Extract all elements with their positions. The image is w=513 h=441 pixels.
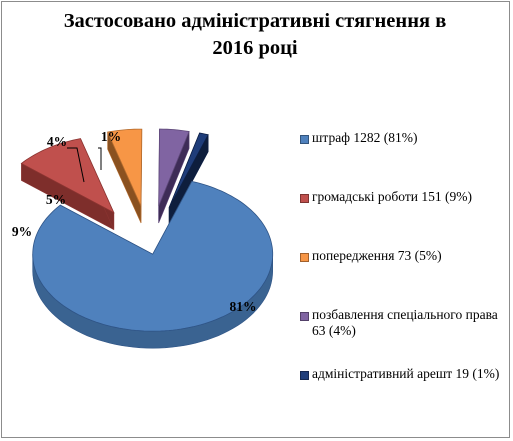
pie-slice-deprivation-of-right-top: [158, 128, 190, 207]
legend-swatch-warning: [300, 253, 309, 262]
slice-labels: 81% 9% 5% 4% 1%: [12, 129, 257, 314]
legend-swatch-administrative-arrest: [300, 371, 309, 380]
legend-label-fine: штраф 1282 (81%): [312, 130, 418, 145]
data-label-warning: 5%: [46, 192, 66, 207]
pie-slice-fine-top: [32, 180, 274, 332]
legend-swatch-community-service: [300, 194, 309, 203]
pie-slices: [20, 128, 274, 349]
pie-slice-community-service-top: [20, 138, 115, 214]
data-label-fine: 81%: [230, 299, 257, 314]
legend-label-deprivation-of-right: позбавлення спеціального права 63 (4%): [312, 307, 498, 338]
leader-line-deprivation-of-right: [67, 147, 85, 183]
pie-slice-community-service: [20, 138, 115, 231]
data-label-administrative-arrest: 1%: [101, 129, 121, 144]
pie-slice-deprivation-of-right: [158, 128, 190, 224]
data-label-deprivation-of-right: 4%: [47, 134, 67, 149]
legend-label-administrative-arrest: адміністративний арешт 19 (1%): [312, 366, 500, 381]
pie-slice-administrative-arrest-top: [168, 132, 209, 208]
leader-line-administrative-arrest: [98, 147, 102, 170]
pie-slice-warning-top: [107, 128, 143, 207]
legend-label-warning: попередження 73 (5%): [312, 248, 442, 263]
pie-slice-fine: [32, 180, 274, 349]
chart-title-line-1: Застосовано адміністративні стягнення в: [63, 10, 447, 32]
pie-slice-warning: [107, 128, 143, 224]
legend-label-community-service: громадські роботи 151 (9%): [312, 189, 472, 204]
pie-slice-administrative-arrest: [168, 132, 209, 225]
chart-title: Застосовано адміністративні стягнення в …: [20, 8, 490, 62]
chart-title-line-2: 2016 році: [212, 37, 298, 59]
legend-swatch-deprivation-of-right: [300, 312, 309, 321]
legend-swatch-fine: [300, 135, 309, 144]
data-label-community-service: 9%: [12, 224, 32, 239]
leader-lines: [67, 147, 102, 183]
